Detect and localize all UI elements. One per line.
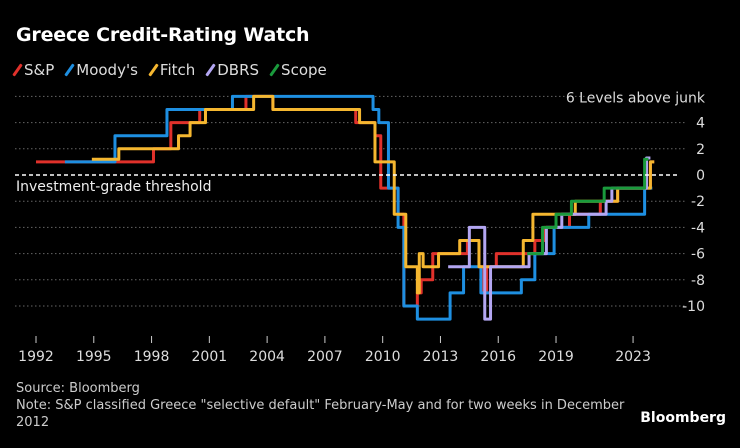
x-tick-label: 2019	[538, 349, 574, 365]
bloomberg-logo: Bloomberg	[640, 410, 726, 426]
y-top-label: 6 Levels above junk	[566, 90, 706, 106]
legend: S&P Moody's Fitch DBRS Scope	[12, 61, 327, 79]
x-tick-label: 2001	[192, 349, 228, 365]
chart-title: Greece Credit-Rating Watch	[16, 24, 310, 46]
y-tick-label: -6	[691, 247, 705, 263]
x-tick-label: 2004	[249, 349, 285, 365]
y-tick-label: -10	[682, 299, 705, 315]
threshold-annotation: Investment-grade threshold	[16, 179, 211, 195]
legend-label: Scope	[281, 61, 327, 79]
legend-item-dbrs: DBRS	[205, 61, 260, 79]
y-tick-label: -4	[691, 220, 705, 236]
legend-label: S&P	[24, 61, 55, 79]
note-text: Note: S&P classified Greece "selective d…	[16, 398, 625, 430]
legend-item-moodys: Moody's	[64, 61, 138, 79]
footer: Source: Bloomberg Note: S&P classified G…	[16, 380, 636, 431]
x-tick-label: 1995	[76, 349, 112, 365]
x-tick-label: 2016	[480, 349, 516, 365]
x-tick-label: 1998	[134, 349, 170, 365]
legend-label: Fitch	[159, 61, 196, 79]
legend-item-scope: Scope	[269, 61, 327, 79]
legend-swatch	[269, 63, 280, 77]
x-tick-label: 1992	[18, 349, 54, 365]
y-tick-label: 0	[696, 168, 705, 184]
legend-swatch	[64, 63, 76, 77]
x-tick-label: 2010	[365, 349, 401, 365]
legend-swatch	[148, 63, 159, 77]
series-line-sp	[36, 94, 655, 308]
series-line-scope	[527, 157, 649, 256]
series-line-fitch	[91, 94, 655, 295]
y-tick-label: 2	[696, 142, 705, 158]
x-tick-label: 2023	[615, 349, 651, 365]
legend-label: DBRS	[217, 61, 260, 79]
y-tick-label: 4	[696, 116, 705, 132]
y-tick-label: -8	[691, 273, 705, 289]
source-text: Source: Bloomberg	[16, 381, 140, 396]
series-line-dbrs	[448, 156, 651, 321]
x-tick-label: 2007	[307, 349, 343, 365]
series-line-moodys	[64, 94, 653, 321]
x-tick-label: 2013	[423, 349, 459, 365]
legend-label: Moody's	[76, 61, 138, 79]
legend-swatch	[205, 63, 216, 77]
legend-item-sp: S&P	[12, 61, 55, 79]
y-tick-label: -2	[691, 194, 705, 210]
legend-item-fitch: Fitch	[148, 61, 196, 79]
